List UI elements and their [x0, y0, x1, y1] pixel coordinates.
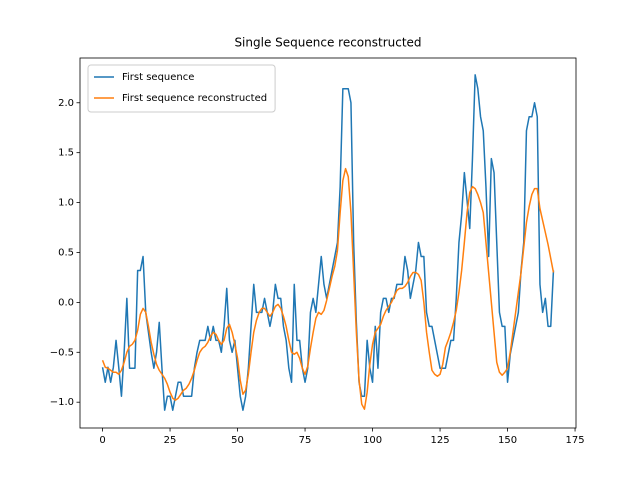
legend-box: [87, 64, 276, 113]
y-tick-label: 1.0: [58, 198, 74, 209]
x-tick-label: 25: [164, 435, 177, 446]
legend-label: First sequence reconstructed: [122, 93, 267, 104]
y-tick-label: −1.0: [50, 397, 74, 408]
x-tick-label: 150: [498, 435, 517, 446]
y-tick-label: −0.5: [50, 347, 74, 358]
series-line: [101, 167, 555, 410]
chart-title: Single Sequence reconstructed: [234, 36, 421, 50]
x-tick-label: 50: [231, 435, 244, 446]
y-tick-label: 0.5: [58, 247, 74, 258]
x-tick-label: 125: [431, 435, 450, 446]
legend: First sequence First sequence reconstruct…: [87, 64, 276, 113]
x-tick-label: 75: [299, 435, 312, 446]
x-tick-label: 175: [566, 435, 585, 446]
y-tick-label: 1.5: [58, 148, 74, 159]
legend-label: First sequence: [122, 72, 194, 83]
plot-frame: [79, 57, 577, 429]
y-tick-label: 2.0: [58, 98, 74, 109]
x-tick-label: 100: [363, 435, 382, 446]
y-tick-label: 0.0: [58, 297, 74, 308]
x-tick-label: 0: [99, 435, 105, 446]
